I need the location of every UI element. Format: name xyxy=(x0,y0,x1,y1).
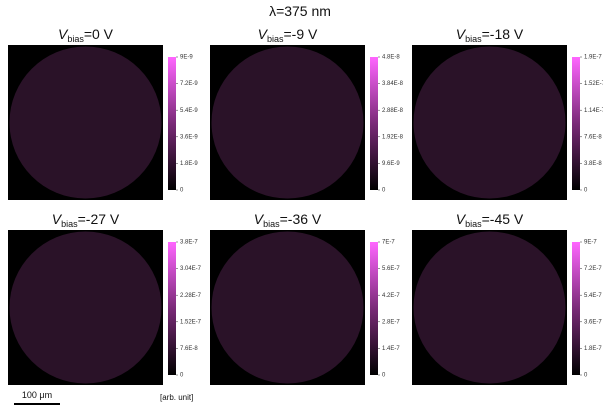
colorbar-tick-label: 0 xyxy=(382,373,386,379)
panel-title: Vbias=-9 V xyxy=(258,26,318,44)
colorbar-tick-label: 7E-7 xyxy=(382,240,395,246)
sample-disc xyxy=(212,47,364,199)
title-text: =-36 V xyxy=(280,211,322,227)
title-text: =-9 V xyxy=(284,26,319,42)
title-subscript: bias xyxy=(263,219,280,229)
colorbar-tick-label: 9.6E-9 xyxy=(382,161,400,167)
title-subscript: bias xyxy=(67,34,84,44)
title-text: =-45 V xyxy=(482,211,524,227)
title-subscript: bias xyxy=(267,34,284,44)
panel-title: Vbias=-27 V xyxy=(52,211,120,229)
colorbar xyxy=(168,57,176,190)
colorbar-tick-label: 1.8E-9 xyxy=(180,161,198,167)
colorbar-tick-label: 0 xyxy=(584,373,588,379)
title-text: =0 V xyxy=(84,26,114,42)
colorbar-tick-label: 5.4E-7 xyxy=(584,293,602,299)
colorbar-tick-label: 3.84E-8 xyxy=(382,81,404,87)
panel-title: Vbias=-45 V xyxy=(456,211,524,229)
colorbar-tick-label: 9E-7 xyxy=(584,240,597,246)
colorbar-tick-label: 0 xyxy=(584,188,588,194)
colorbar-tick-label: 1.52E-7 xyxy=(584,81,603,87)
colorbar-tick-label: 7.2E-7 xyxy=(584,266,602,272)
colorbar-tick-label: 2.8E-7 xyxy=(382,319,400,325)
colorbar-tick-label: 5.6E-7 xyxy=(382,266,400,272)
colorbar-tick-label: 7.6E-8 xyxy=(180,346,198,352)
panel-title: Vbias=-18 V xyxy=(456,26,524,44)
colorbar-tick-label: 7.2E-9 xyxy=(180,81,198,87)
colorbar-unit: [arb. unit] xyxy=(160,393,193,402)
colorbar xyxy=(370,57,378,190)
colorbar xyxy=(168,242,176,375)
figure-title: λ=375 nm xyxy=(269,3,331,19)
colorbar-tick-label: 0 xyxy=(180,373,184,379)
sample-disc xyxy=(212,232,364,384)
colorbar-tick-label: 1.52E-7 xyxy=(180,319,202,325)
colorbar-tick-label: 4.8E-8 xyxy=(382,55,400,61)
colorbar-tick-label: 3.8E-8 xyxy=(584,161,602,167)
title-text: =-27 V xyxy=(78,211,120,227)
colorbar-tick-label: 1.8E-7 xyxy=(584,346,602,352)
title-text: =-18 V xyxy=(482,26,524,42)
sample-disc xyxy=(414,232,566,384)
sample-disc xyxy=(10,232,162,384)
panel-title: Vbias=-36 V xyxy=(254,211,322,229)
colorbar-tick-label: 1.4E-7 xyxy=(382,346,400,352)
colorbar-tick-label: 5.4E-9 xyxy=(180,108,198,114)
colorbar-tick-label: 4.2E-7 xyxy=(382,293,400,299)
colorbar-tick-label: 0 xyxy=(382,188,386,194)
title-subscript: bias xyxy=(465,34,482,44)
sample-disc xyxy=(10,47,162,199)
colorbar-tick-label: 1.14E-7 xyxy=(584,108,603,114)
colorbar-tick-label: 0 xyxy=(180,188,184,194)
colorbar xyxy=(572,57,580,190)
figure: λ=375 nm [arb. unit] 100 μm Vbias=0 V 0 1.… xyxy=(0,0,603,414)
colorbar xyxy=(572,242,580,375)
colorbar-tick-label: 7.6E-8 xyxy=(584,134,602,140)
colorbar-tick-label: 3.6E-7 xyxy=(584,319,602,325)
scale-bar-label: 100 μm xyxy=(22,390,52,400)
panel-title: Vbias=0 V xyxy=(58,26,114,44)
title-subscript: bias xyxy=(465,219,482,229)
colorbar-tick-label: 2.28E-7 xyxy=(180,293,202,299)
colorbar-tick-label: 9E-9 xyxy=(180,55,193,61)
colorbar-tick-label: 1.9E-7 xyxy=(584,55,602,61)
title-subscript: bias xyxy=(61,219,78,229)
colorbar-tick-label: 1.92E-8 xyxy=(382,134,404,140)
sample-disc xyxy=(414,47,566,199)
colorbar-tick-label: 3.6E-9 xyxy=(180,134,198,140)
colorbar-tick-label: 3.04E-7 xyxy=(180,266,202,272)
colorbar-tick-label: 3.8E-7 xyxy=(180,240,198,246)
colorbar xyxy=(370,242,378,375)
colorbar-tick-label: 2.88E-8 xyxy=(382,108,404,114)
